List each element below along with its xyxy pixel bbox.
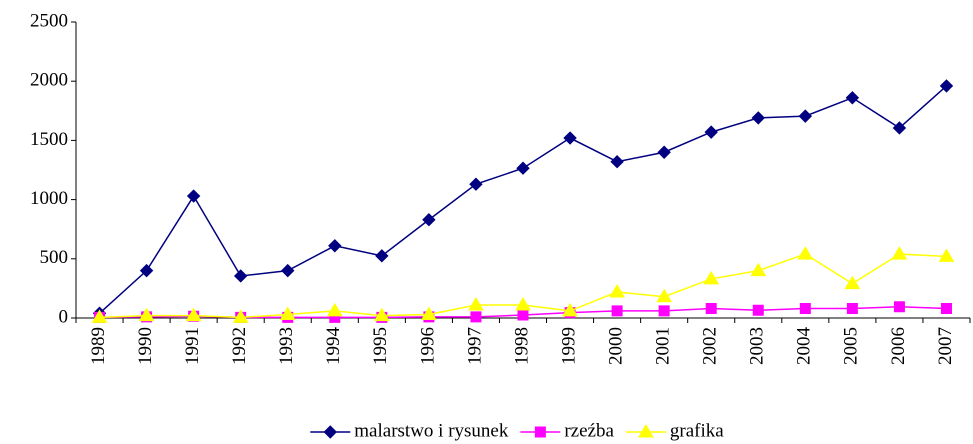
data-point — [468, 296, 484, 311]
data-point — [658, 305, 670, 317]
data-point — [186, 189, 201, 203]
data-point — [611, 305, 623, 317]
data-point — [940, 303, 952, 315]
data-point — [846, 303, 858, 315]
legend-marker — [534, 426, 546, 438]
data-point — [845, 91, 860, 105]
x-tick-label: 2004 — [794, 327, 815, 366]
data-point — [703, 270, 720, 285]
y-tick-label: 2000 — [30, 70, 68, 91]
y-tick-label: 2500 — [30, 10, 68, 31]
x-tick-label: 2005 — [841, 327, 862, 365]
y-tick-label: 1000 — [30, 188, 68, 209]
data-point — [892, 121, 907, 135]
data-point — [610, 155, 624, 169]
data-point — [939, 79, 954, 93]
data-point — [375, 249, 389, 263]
data-point — [281, 263, 295, 278]
x-tick-label: 1995 — [370, 327, 391, 365]
data-point — [844, 275, 861, 290]
x-tick-label: 1991 — [182, 327, 203, 365]
x-tick-label: 1994 — [323, 327, 344, 366]
data-point — [797, 246, 814, 260]
data-point — [704, 125, 718, 139]
data-point — [938, 248, 955, 262]
data-point — [326, 302, 343, 317]
data-point — [422, 213, 436, 227]
x-tick-label: 1999 — [558, 327, 579, 365]
data-point — [893, 301, 905, 313]
data-point — [138, 307, 155, 322]
data-point — [752, 304, 764, 316]
y-tick-label: 1500 — [30, 129, 68, 150]
data-point — [798, 109, 813, 123]
x-tick-label: 1989 — [88, 327, 109, 365]
x-tick-label: 2003 — [747, 327, 768, 365]
data-point — [91, 309, 108, 323]
x-tick-label: 1996 — [417, 327, 438, 365]
data-point — [421, 306, 437, 320]
series-line — [99, 85, 947, 314]
data-point — [609, 283, 625, 298]
data-point — [470, 311, 482, 323]
data-point — [139, 263, 154, 278]
data-point — [751, 111, 765, 125]
legend: malarstwo i rysunek rzeźba grafika — [310, 420, 724, 441]
x-tick-label: 2000 — [605, 327, 626, 365]
data-point — [279, 306, 296, 320]
data-point — [705, 303, 717, 315]
data-point — [233, 269, 248, 283]
legend-marker — [638, 424, 654, 438]
legend-label: grafika — [670, 420, 724, 441]
data-point — [185, 307, 202, 322]
data-point — [516, 161, 530, 175]
data-point — [469, 177, 483, 191]
legend-label: rzeźba — [564, 420, 614, 441]
x-tick-label: 1990 — [135, 327, 156, 365]
y-tick-label: 0 — [59, 306, 69, 327]
data-point — [328, 239, 342, 253]
y-tick-label: 500 — [40, 247, 69, 268]
x-tick-label: 2006 — [888, 327, 909, 365]
x-tick-label: 2001 — [653, 327, 674, 365]
data-point — [657, 145, 671, 159]
data-point — [563, 131, 577, 145]
data-point — [891, 246, 908, 260]
data-point — [515, 296, 531, 311]
data-point — [373, 307, 390, 322]
data-point — [517, 309, 529, 321]
data-point — [750, 262, 767, 277]
x-tick-label: 1997 — [464, 327, 485, 365]
legend-marker — [323, 425, 337, 439]
data-point — [656, 288, 673, 303]
x-tick-label: 1992 — [229, 327, 250, 365]
x-tick-label: 1998 — [511, 327, 532, 365]
data-point — [232, 309, 249, 323]
x-tick-label: 2002 — [700, 327, 721, 365]
legend-label: malarstwo i rysunek — [354, 420, 509, 441]
x-tick-label: 1993 — [276, 327, 297, 365]
data-point — [799, 303, 811, 315]
data-point — [562, 302, 578, 317]
x-tick-label: 2007 — [935, 327, 956, 365]
